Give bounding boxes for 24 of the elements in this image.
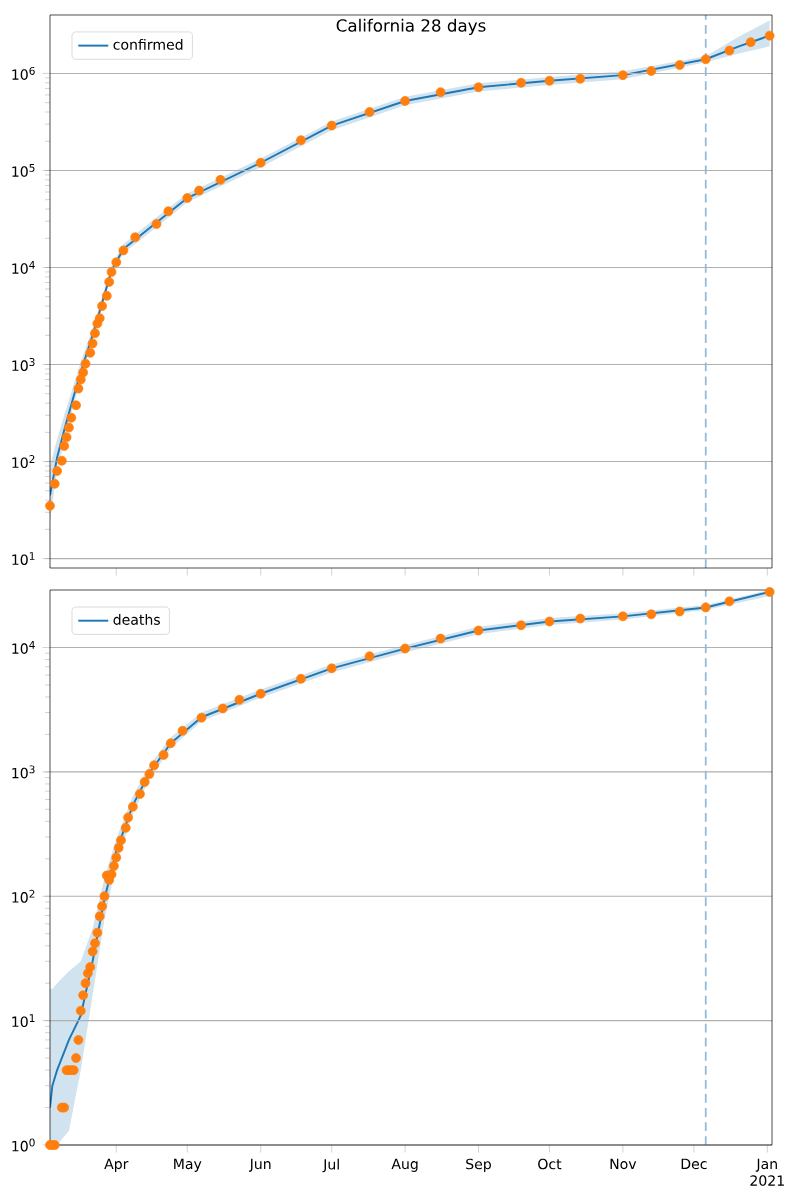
x-tick-label: Jan 2021 — [750, 1158, 784, 1186]
y-tick-label: 10$^{3}$ — [12, 358, 35, 372]
y-tick-label: 10$^{3}$ — [12, 765, 35, 779]
y-tick-label: 10$^{5}$ — [12, 164, 35, 177]
y-tick-label: 10$^{2}$ — [12, 889, 35, 903]
x-tick-label: Aug — [391, 1158, 418, 1172]
x-tick-label: Sep — [466, 1158, 491, 1173]
y-tick-label: 10$^{4}$ — [12, 261, 35, 274]
x-tick-label: Nov — [610, 1158, 637, 1170]
x-tick-label: Oct — [538, 1158, 562, 1170]
x-tick-label: Apr — [104, 1158, 129, 1172]
y-tick-label: 10$^{4}$ — [12, 641, 35, 654]
y-tick-label: 10$^{0}$ — [12, 1138, 35, 1152]
x-tick-label: May — [174, 1158, 202, 1172]
y-tick-label: 10$^{6}$ — [12, 66, 35, 80]
y-tick-label: 10$^{2}$ — [12, 455, 35, 469]
chart-title: California 28 days — [336, 18, 486, 36]
legend-label: confirmed — [113, 38, 183, 50]
y-tick-label: 10$^{1}$ — [12, 552, 35, 566]
x-tick-label: Dec — [681, 1158, 707, 1170]
x-tick-label: Jun — [248, 1158, 271, 1172]
x-tick-label: Jul — [322, 1158, 339, 1173]
y-tick-label: 10$^{1}$ — [12, 1014, 35, 1028]
legend-label: deaths — [113, 614, 160, 625]
